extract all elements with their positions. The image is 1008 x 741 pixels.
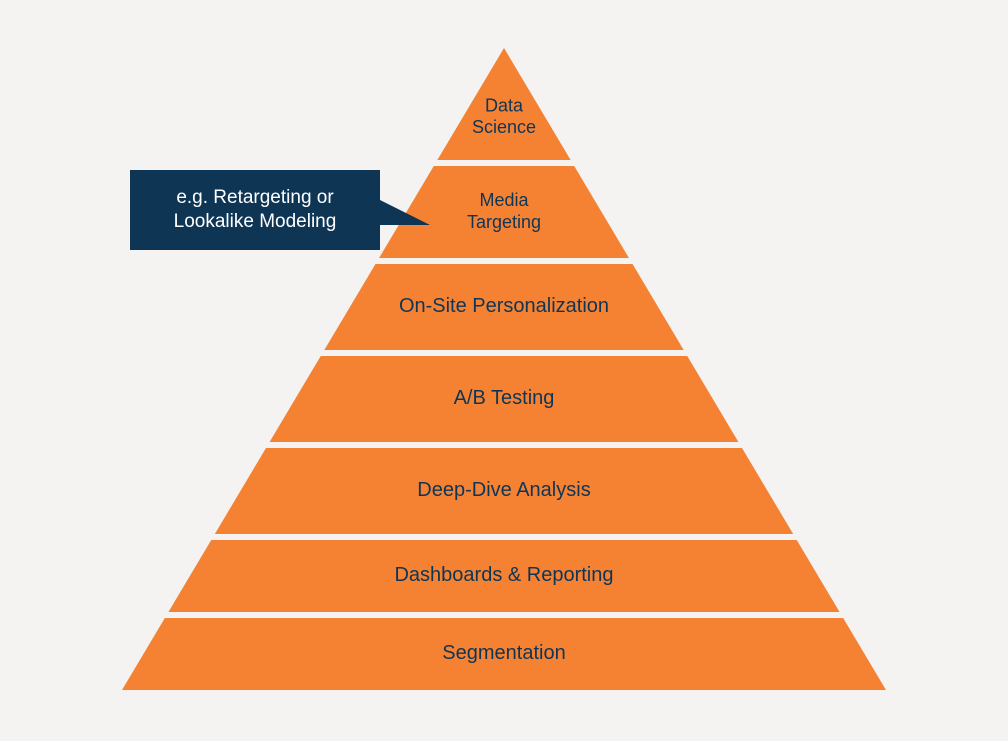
pyramid-layer-label-5: Dashboards & Reporting [394, 564, 613, 586]
pyramid-layer-label-3: A/B Testing [454, 387, 555, 409]
pyramid-layer-label-2: On-Site Personalization [399, 295, 609, 317]
callout-box [130, 170, 380, 250]
pyramid-layer-label-6: Segmentation [442, 642, 565, 664]
pyramid-diagram: DataScienceMediaTargetingOn-Site Persona… [0, 0, 1008, 741]
pyramid-layer-label-4: Deep-Dive Analysis [417, 479, 590, 501]
diagram-stage: DataScienceMediaTargetingOn-Site Persona… [0, 0, 1008, 741]
